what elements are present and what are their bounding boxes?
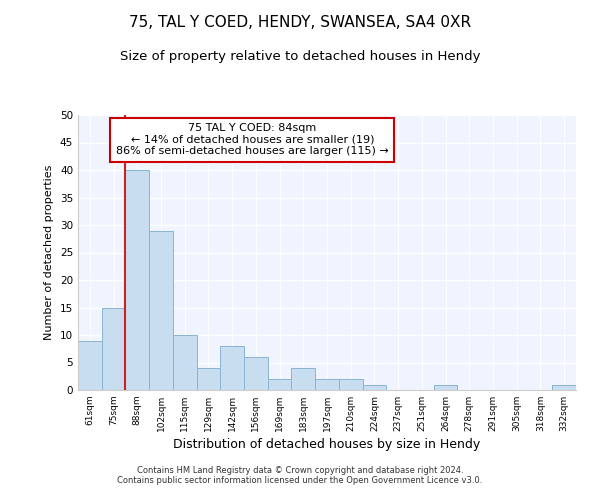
Bar [339, 379, 362, 390]
Bar [292, 368, 315, 390]
Y-axis label: Number of detached properties: Number of detached properties [44, 165, 55, 340]
X-axis label: Distribution of detached houses by size in Hendy: Distribution of detached houses by size … [173, 438, 481, 451]
Text: Contains HM Land Registry data © Crown copyright and database right 2024.
Contai: Contains HM Land Registry data © Crown c… [118, 466, 482, 485]
Bar [102, 308, 125, 390]
Bar [149, 230, 173, 390]
Bar [244, 357, 268, 390]
Bar [552, 384, 576, 390]
Bar [220, 346, 244, 390]
Bar [173, 335, 197, 390]
Bar [315, 379, 339, 390]
Text: 75, TAL Y COED, HENDY, SWANSEA, SA4 0XR: 75, TAL Y COED, HENDY, SWANSEA, SA4 0XR [129, 15, 471, 30]
Bar [197, 368, 220, 390]
Text: 75 TAL Y COED: 84sqm
← 14% of detached houses are smaller (19)
86% of semi-detac: 75 TAL Y COED: 84sqm ← 14% of detached h… [116, 123, 389, 156]
Text: Size of property relative to detached houses in Hendy: Size of property relative to detached ho… [120, 50, 480, 63]
Bar [125, 170, 149, 390]
Bar [268, 379, 292, 390]
Bar [362, 384, 386, 390]
Bar [78, 340, 102, 390]
Bar [434, 384, 457, 390]
